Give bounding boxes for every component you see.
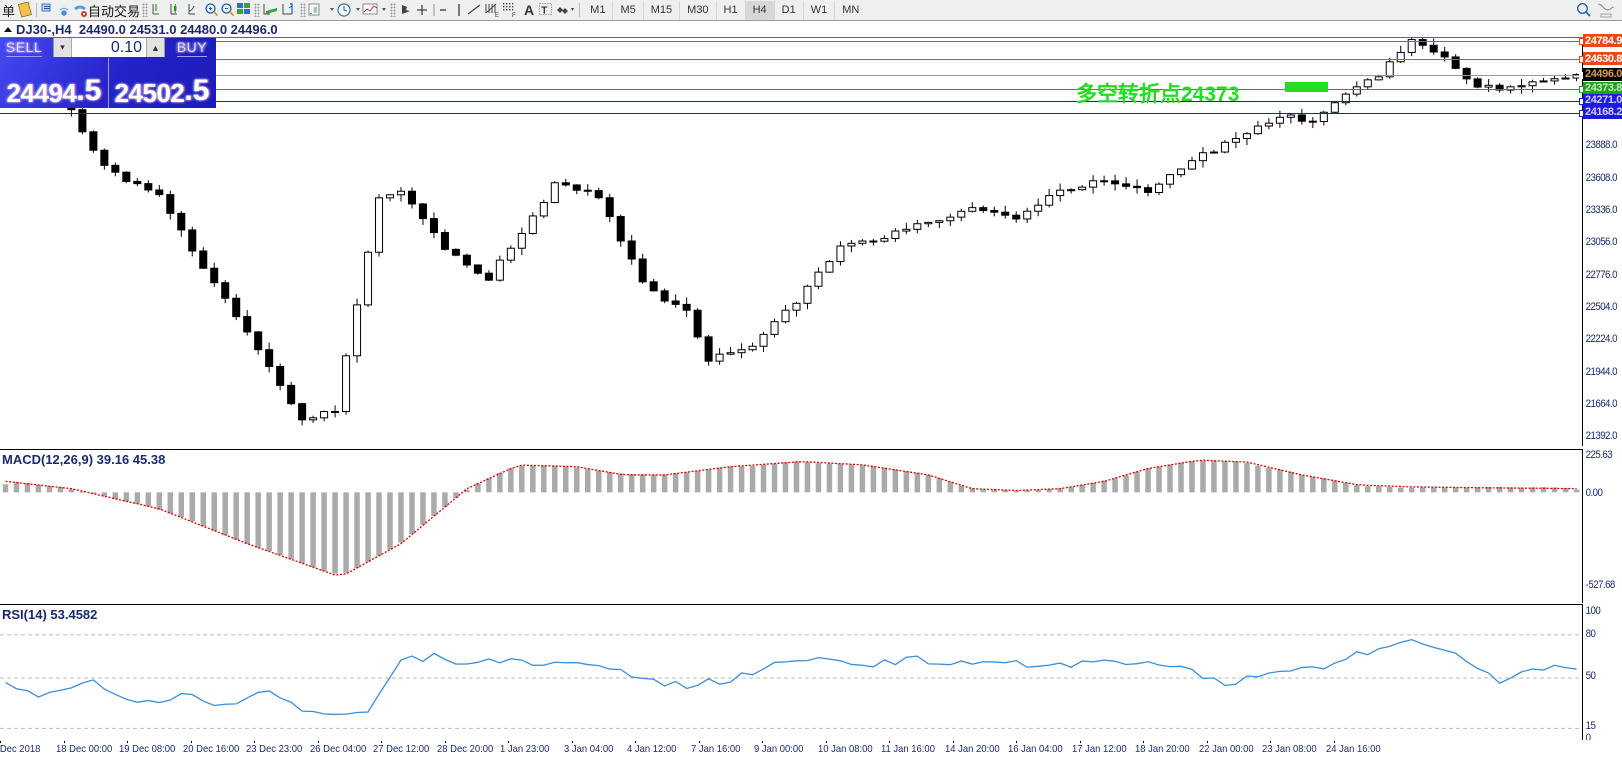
svg-text:F: F	[512, 13, 516, 18]
svg-text:T: T	[541, 6, 547, 17]
svg-text:E: E	[495, 13, 499, 18]
